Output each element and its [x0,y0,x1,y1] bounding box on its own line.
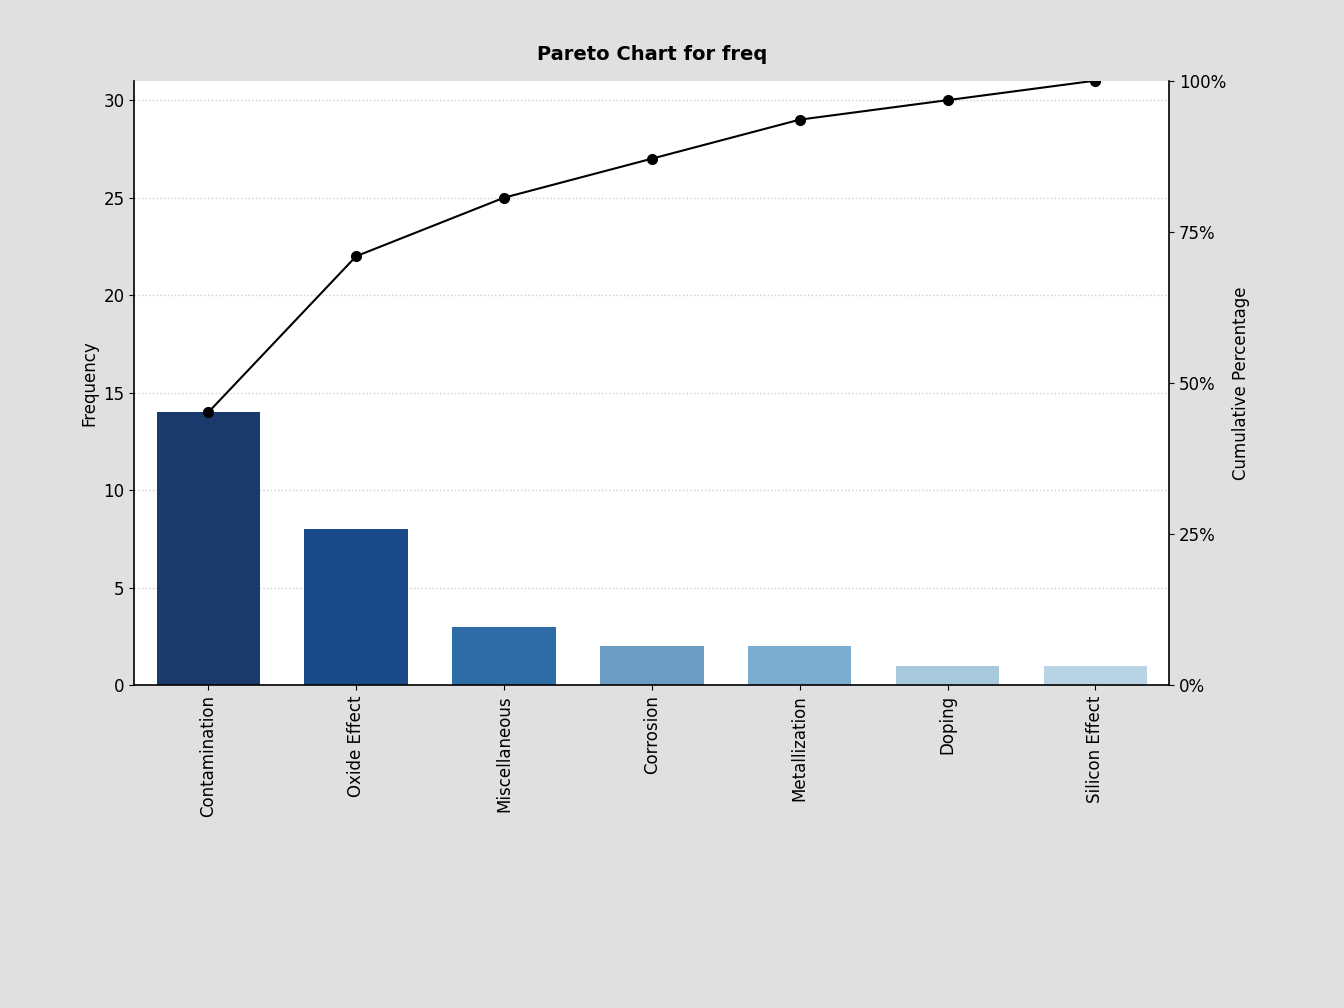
Y-axis label: Cumulative Percentage: Cumulative Percentage [1232,286,1250,480]
Bar [599,646,703,685]
Bar [304,529,409,685]
Y-axis label: Frequency: Frequency [81,340,98,426]
Bar [452,627,555,685]
Bar [156,412,259,685]
Title: Pareto Chart for freq: Pareto Chart for freq [536,44,767,64]
Bar [747,646,851,685]
Bar [895,666,999,685]
Bar [1043,666,1148,685]
